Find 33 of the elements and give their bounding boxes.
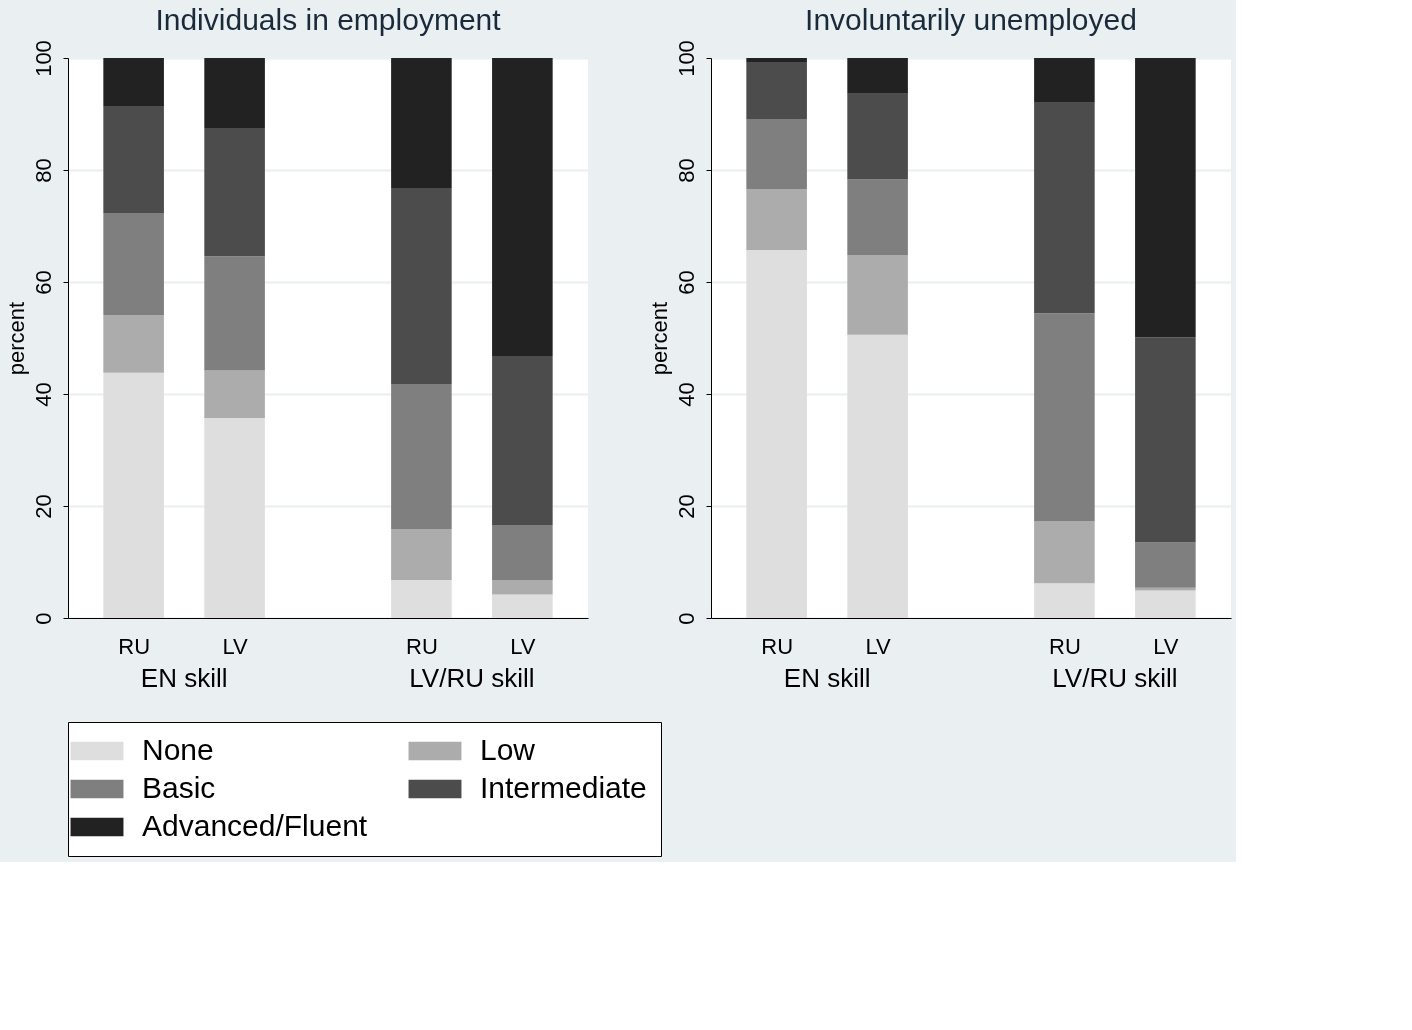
text: EN skill [783, 663, 871, 693]
y-tick-label: 20 [673, 494, 699, 519]
chart-title: Individuals in employment [155, 2, 502, 36]
y-tick-label: 100 [673, 40, 699, 77]
y-tick-label: 0 [30, 612, 56, 625]
y-tick-label: 100 [30, 40, 56, 77]
x-tick-label: RU [761, 633, 794, 659]
x-tick-label: LV [222, 633, 249, 659]
y-tick-label: 40 [30, 382, 56, 407]
y-tick-label: 0 [673, 612, 699, 625]
x-tick-label: LV [510, 633, 536, 659]
y-axis-title: percent [646, 301, 672, 376]
y-tick-label: 40 [673, 382, 699, 407]
chart-title: Involuntarily unemployed [805, 2, 1137, 36]
x-tick-label: RU [1049, 633, 1081, 659]
text: LV/RU skill [1052, 663, 1178, 693]
text: EN skill [140, 663, 228, 693]
y-axis-title: percent [3, 301, 29, 376]
y-tick-label: 20 [30, 494, 56, 519]
y-tick-label: 60 [30, 270, 56, 295]
x-tick-label: LV [865, 633, 892, 659]
legend-label: Low [480, 733, 536, 766]
x-tick-label: LV [1153, 633, 1179, 659]
y-tick-label: 80 [30, 158, 56, 183]
y-tick-label: 80 [673, 158, 699, 183]
legend-label: None [142, 733, 214, 766]
legend-label: Advanced/Fluent [142, 809, 368, 842]
legend-label: Intermediate [480, 771, 647, 804]
text: LV/RU skill [409, 663, 535, 693]
x-tick-label: RU [406, 633, 438, 659]
legend-label: Basic [142, 771, 216, 804]
x-tick-label: RU [118, 633, 151, 659]
y-tick-label: 60 [673, 270, 699, 295]
